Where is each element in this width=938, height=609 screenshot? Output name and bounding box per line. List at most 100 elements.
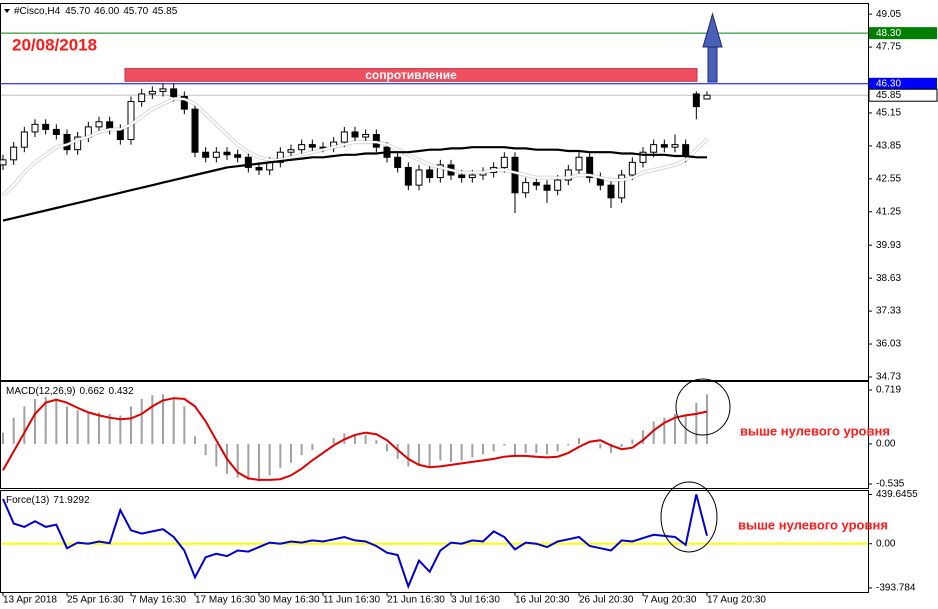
x-tick-label: 26 Jul 20:30 (579, 595, 634, 606)
candle-body (74, 136, 82, 151)
zone-label: сопротивление (365, 68, 457, 82)
x-tick-label: 3 Jul 16:30 (451, 595, 500, 606)
candle-body (628, 161, 636, 176)
candle-body (394, 156, 402, 168)
candle-body (319, 146, 327, 149)
candle-body (650, 144, 658, 153)
y-tick-label: 34.73 (876, 372, 901, 383)
force-annotation: выше нулевого уровня (738, 517, 888, 532)
candle-body (287, 149, 295, 153)
resistance-zone (124, 68, 698, 82)
candle-body (202, 151, 210, 158)
candle-body (618, 174, 626, 199)
x-tick-label: 16 Jul 20:30 (515, 595, 570, 606)
indicator-line (2, 494, 708, 590)
chart-header: #Cisco,H4 45.70 46.00 45.70 45.85 (14, 6, 178, 17)
macd-title: MACD(12,26,9) (6, 386, 75, 397)
x-tick-label: 17 May 16:30 (195, 595, 256, 606)
candle-body (148, 90, 156, 95)
candle-body (255, 166, 263, 171)
ohlc-open: 45.70 (65, 6, 90, 17)
candle-body (0, 159, 7, 166)
y-tick-label: 47.75 (876, 42, 901, 53)
indicator-line (2, 397, 708, 481)
menu-icon (4, 9, 10, 13)
macd-annotation: выше нулевого уровня (740, 423, 890, 438)
macd-value: 0.662 (79, 386, 104, 397)
level-box (869, 77, 937, 90)
macd-header: MACD(12,26,9) 0.662 0.432 (6, 386, 134, 397)
y-tick-label: 0.719 (876, 385, 901, 396)
candle-body (639, 151, 647, 163)
candle-body (298, 144, 306, 151)
candle-body (63, 133, 71, 151)
candle-body (20, 131, 28, 148)
ohlc-close: 45.85 (152, 6, 177, 17)
candle-body (436, 164, 444, 179)
x-tick-label: 11 Jun 16:30 (323, 595, 381, 606)
candle-body (532, 182, 540, 186)
force-value: 71.9292 (53, 495, 90, 506)
candle-body (234, 154, 242, 158)
candle-body (511, 156, 519, 194)
macd-pane (0, 381, 869, 489)
symbol: #Cisco,H4 (14, 6, 61, 17)
candle-body (682, 144, 690, 156)
y-tick-label: 38.63 (876, 273, 901, 284)
ohlc-high: 46.00 (94, 6, 119, 17)
y-tick-label: 37.33 (876, 306, 901, 317)
y-tick-label: 36.03 (876, 339, 901, 350)
candle-body (340, 131, 348, 143)
marks: 49.05 47.75 45.15 43.85 42.55 41.25 39.93 38.63… (0, 9, 938, 606)
candle-body (191, 108, 199, 153)
candle-body (404, 166, 412, 186)
candle-body (223, 151, 231, 156)
candle-body (660, 144, 668, 148)
level-label: 48.30 (876, 28, 901, 39)
candle-body (362, 133, 370, 138)
force-pane (0, 490, 869, 593)
x-tick-label: 7 May 16:30 (131, 595, 186, 606)
y-tick-label: 39.93 (876, 240, 901, 251)
candle-body (159, 88, 167, 92)
price-label: 45.85 (876, 90, 901, 101)
level-label: 46.30 (876, 78, 901, 89)
candle-body (607, 184, 615, 199)
x-tick-label: 25 Apr 16:30 (67, 595, 124, 606)
force-title: Force(13) (6, 495, 49, 506)
x-tick-label: 17 Aug 20:30 (707, 595, 766, 606)
y-tick-label: 439.6455 (876, 489, 918, 500)
force-header: Force(13) 71.9292 (6, 495, 90, 506)
candle-body (52, 128, 60, 135)
x-tick-label: 21 Jun 16:30 (387, 595, 445, 606)
indicator-line (2, 146, 707, 222)
candle-body (564, 169, 572, 181)
signal-value: 0.432 (109, 386, 134, 397)
y-tick-label: 0.00 (876, 439, 896, 450)
candle-body (31, 123, 39, 133)
candle-body (372, 133, 380, 148)
y-tick-label: 42.55 (876, 173, 901, 184)
candle-body (468, 174, 476, 179)
candle-body (671, 144, 679, 148)
date-annotation: 20/08/2018 (12, 35, 97, 54)
candle-body (116, 128, 124, 141)
candle-body (95, 121, 103, 128)
price-pane (0, 3, 869, 381)
arrow-up (702, 12, 723, 83)
candle-body (138, 93, 146, 103)
y-tick-label: 41.25 (876, 206, 901, 217)
price-box (868, 88, 938, 102)
macd-highlight (675, 378, 731, 436)
y-tick-label: 45.15 (876, 108, 901, 119)
ohlc-low: 45.70 (123, 6, 148, 17)
y-tick-label: 49.05 (876, 9, 901, 20)
candle-body (522, 182, 530, 194)
candle-body (212, 151, 220, 158)
y-tick-label: -0.535 (876, 479, 905, 490)
level-box (869, 27, 937, 40)
candle-body (180, 95, 188, 110)
x-tick-label: 7 Aug 20:30 (643, 595, 697, 606)
candle-body (351, 131, 359, 138)
